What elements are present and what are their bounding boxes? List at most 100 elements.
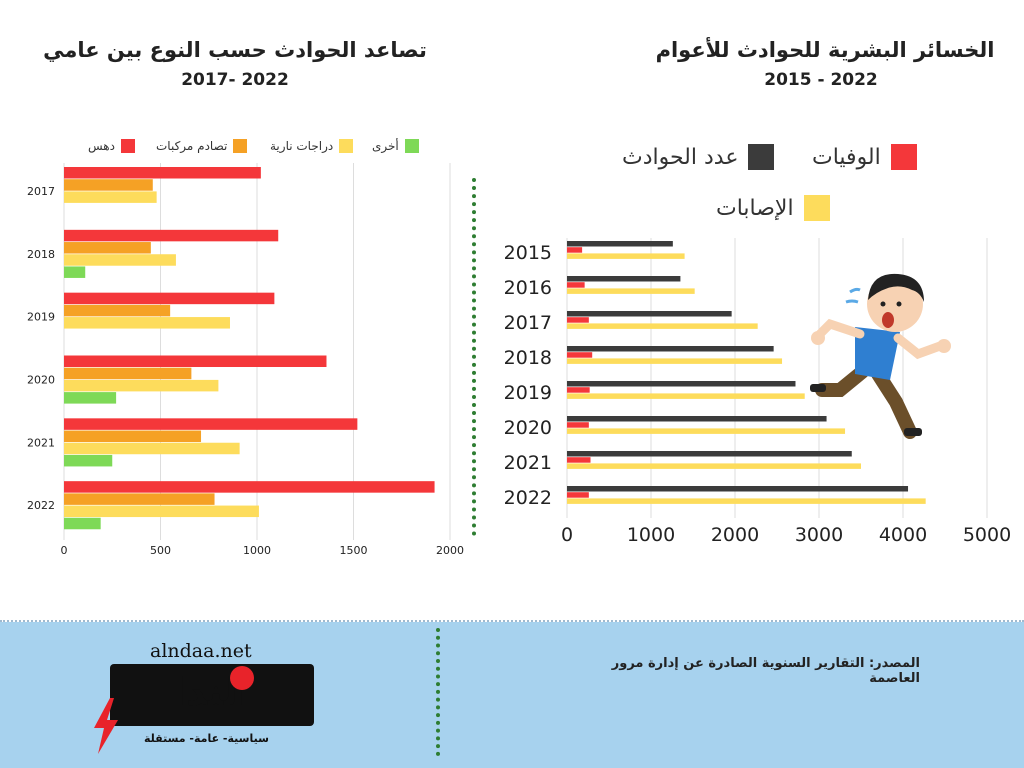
legend-swatch-orange [233,139,248,153]
bar [64,191,157,203]
legend-item-accidents: عدد الحوادث [622,144,775,170]
left-chart-subtitle: 2017- 2022 [181,70,289,90]
chart-divider [472,178,476,536]
bar [567,241,673,247]
category-label: 2022 [27,499,55,512]
category-label: 2020 [27,374,55,387]
bar [64,254,176,266]
lightning-icon [94,698,118,754]
bar [64,418,358,430]
bar [567,381,796,387]
category-label: 2015 [504,242,552,264]
category-label: 2019 [504,382,552,404]
bar [567,288,695,294]
bar [567,451,852,457]
running-boy-illustration [810,273,951,439]
source-text: المصدر: التقارير السنوية الصادرة عن إدار… [611,656,920,686]
x-tick-label: 0 [561,524,573,546]
bar [64,379,219,392]
bar [64,481,435,493]
bar [64,167,261,179]
bar [567,416,827,422]
bar [64,242,151,254]
legend-label: أخرى [372,139,399,153]
x-tick-label: 500 [150,544,171,557]
legend-item-dahs: دهس [88,139,135,153]
bar [567,393,805,399]
bar [567,422,589,428]
x-tick-label: 2000 [711,524,759,546]
category-label: 2021 [504,452,552,474]
x-tick-label: 4000 [879,524,927,546]
bar [567,352,593,358]
bar [567,323,758,329]
legend-item-other: أخرى [372,139,419,153]
category-label: 2019 [27,311,55,324]
bar [567,311,732,317]
bar [64,454,113,467]
bar [64,292,275,305]
legend-swatch-yellow [339,139,354,153]
bar [567,492,589,498]
bar [64,442,240,455]
logo-name: الندا [173,670,251,714]
logo-url: alndaa.net [150,640,252,662]
legend-item-motorcycles: دراجات نارية [270,139,354,153]
legend-label: تصادم مركبات [156,139,228,153]
legend-swatch-green [404,139,419,153]
legend-swatch-yellow [803,195,830,221]
bar [567,358,783,364]
bar [64,430,202,443]
logo: alndaa.net الندا سياسية- عامة- مستقلة [84,640,324,758]
bar [64,304,171,317]
bar [567,317,589,323]
bar [567,428,846,434]
bar [64,355,327,367]
bar [567,346,774,352]
bar [64,493,215,505]
bar [64,517,101,530]
legend-item-injuries: الإصابات [716,195,830,221]
left-chart-title: تصاعد الحوادث حسب النوع بين عامي [43,38,427,62]
bar [567,387,590,393]
category-label: 2018 [27,248,55,261]
footer-band: المصدر: التقارير السنوية الصادرة عن إدار… [0,620,1024,768]
footer-divider [436,628,440,756]
bar [567,282,585,288]
category-label: 2017 [504,312,552,334]
x-tick-label: 1000 [627,524,675,546]
bar [567,253,685,259]
right-chart-title: الخسائر البشرية للحوادث للأعوام [655,38,995,62]
bar [567,463,861,469]
category-label: 2020 [504,417,552,439]
legend-item-deaths: الوفيات [812,144,917,170]
category-label: 2022 [504,487,552,509]
legend-swatch-dark [748,144,775,170]
category-label: 2021 [27,436,55,449]
legend-item-collision: تصادم مركبات [156,139,248,153]
right-bar-chart: 0 1000 2000 3000 4000 5000 2015 2016 2017 2018 201… [504,238,1011,546]
legend-label: الوفيات [812,144,881,170]
right-chart-subtitle: 2015 - 2022 [764,70,878,90]
bar [64,266,86,278]
legend-label: عدد الحوادث [622,144,739,170]
bar [567,486,909,492]
legend-swatch-red [890,144,917,170]
bar [64,367,192,380]
x-tick-label: 1000 [243,544,271,557]
legend-swatch-red [120,139,135,153]
x-tick-label: 2000 [436,544,464,557]
bar [64,229,279,242]
bar [64,179,153,191]
category-label: 2017 [27,185,55,198]
legend-label: دهس [88,139,115,153]
logo-wordmark: الندا [110,664,314,726]
logo-tagline: سياسية- عامة- مستقلة [144,732,269,745]
bar [64,392,117,404]
footer-top-border [0,620,1024,622]
bar [567,247,583,253]
category-label: 2016 [504,277,552,299]
bar [567,498,926,504]
left-bar-chart: 0 500 1000 1500 2000 2017 2018 2019 2020 2021 2022 [27,163,464,557]
x-tick-label: 3000 [795,524,843,546]
